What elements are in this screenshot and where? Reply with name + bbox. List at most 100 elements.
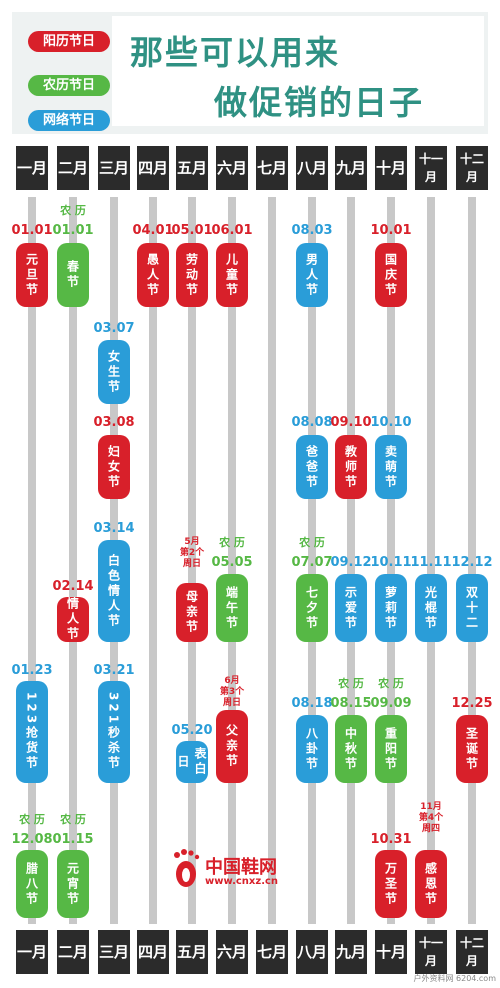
festival-pill-qianghuo: 123抢货节: [16, 681, 48, 783]
rail-month-10: [387, 197, 395, 924]
festival-date-laba: 12.08: [11, 832, 53, 847]
festival-pill-yuren: 愚人节: [137, 243, 169, 307]
top-month-6: 六月: [216, 146, 248, 190]
bottom-month-2: 二月: [57, 930, 89, 974]
festival-pill-laba: 腊八节: [16, 850, 48, 918]
rail-month-11: [427, 197, 435, 924]
festival-pill-wansheng: 万圣节: [375, 850, 407, 918]
top-month-9: 九月: [335, 146, 367, 190]
rail-month-1: [28, 197, 36, 924]
top-month-5: 五月: [176, 146, 208, 190]
festival-date-nanren: 08.03: [291, 223, 333, 238]
watermark-url: www.cnxz.cn: [205, 876, 279, 887]
bottom-month-1: 一月: [16, 930, 48, 974]
festival-date-shuang12: 12.12: [451, 555, 493, 570]
bottom-month-7: 七月: [256, 930, 288, 974]
top-month-8: 八月: [296, 146, 328, 190]
festival-pill-shiai: 示爱节: [335, 574, 367, 642]
bottom-month-10: 十月: [375, 930, 407, 974]
festival-pill-nanren: 男人节: [296, 243, 328, 307]
festival-date-qingren: 02.14: [52, 579, 94, 594]
festival-pill-biaobai: 表白日: [176, 741, 208, 783]
festival-date-qixi: 07.07: [291, 555, 333, 570]
legend-lunar: 农历节日: [28, 75, 110, 96]
festival-pill-luoli: 萝莉节: [375, 574, 407, 642]
lunar-label-chunjie: 农 历: [60, 204, 86, 217]
festival-date-ertong: 06.01: [211, 223, 253, 238]
lunar-label-zhongqiu: 农 历: [338, 677, 364, 690]
festival-date-maimeng: 10.10: [370, 415, 412, 430]
festival-date-qianghuo: 01.23: [11, 663, 53, 678]
festival-date-zhongqiu: 08.15: [330, 696, 372, 711]
festival-note-ganen: 11月 第4个 周四: [418, 802, 444, 834]
legend-solar: 阳历节日: [28, 31, 110, 52]
festival-pill-zhongqiu: 中秋节: [335, 715, 367, 783]
festival-date-bagua: 08.18: [291, 696, 333, 711]
festival-pill-shengdan: 圣诞节: [456, 715, 488, 783]
festival-pill-ertong: 儿童节: [216, 243, 248, 307]
month-header-bottom: 一月 二月 三月 四月 五月 六月 七月 八月 九月 十月 十一月 十二月: [0, 930, 500, 974]
bottom-month-4: 四月: [137, 930, 169, 974]
bottom-month-5: 五月: [176, 930, 208, 974]
festival-pill-guanggun: 光棍节: [415, 574, 447, 642]
festival-pill-maimeng: 卖萌节: [375, 435, 407, 499]
festival-date-yuanxiao: 01.15: [52, 832, 94, 847]
festival-date-baba: 08.08: [291, 415, 333, 430]
festival-date-jiaoshi: 09.10: [330, 415, 372, 430]
festival-pill-bagua: 八卦节: [296, 715, 328, 783]
lunar-label-qixi: 农 历: [299, 536, 325, 549]
festival-date-guoqing: 10.01: [370, 223, 412, 238]
festival-pill-duanwu: 端午节: [216, 574, 248, 642]
festival-pill-ganen: 感恩节: [415, 850, 447, 918]
festival-pill-baise: 白色情人节: [98, 540, 130, 642]
festival-pill-fuqin: 父亲节: [216, 710, 248, 783]
top-month-12: 十二月: [456, 146, 488, 190]
bottom-month-6: 六月: [216, 930, 248, 974]
rail-month-5: [188, 197, 196, 924]
festival-date-baise: 03.14: [93, 521, 135, 536]
top-month-1: 一月: [16, 146, 48, 190]
bottom-month-12: 十二月: [456, 930, 488, 974]
title-box: 那些可以用来 做促销的日子: [112, 16, 484, 126]
rail-month-9: [347, 197, 355, 924]
festival-date-laodong: 05.01: [171, 223, 213, 238]
rail-month-6: [228, 197, 236, 924]
festival-date-chunjie: 01.01: [52, 223, 94, 238]
festival-pill-baba: 爸爸节: [296, 435, 328, 499]
festival-pill-shuang12: 双十二: [456, 574, 488, 642]
festival-note-fuqin: 6月 第3个 周日: [219, 676, 245, 708]
festival-date-shiai: 09.12: [330, 555, 372, 570]
festival-date-biaobai: 05.20: [171, 723, 213, 738]
festival-note-muqin: 5月 第2个 周日: [179, 537, 205, 569]
title-line-1: 那些可以用来: [130, 33, 340, 72]
festival-pill-chunjie: 春节: [57, 243, 89, 307]
top-month-2: 二月: [57, 146, 89, 190]
top-month-3: 三月: [98, 146, 130, 190]
lunar-label-chongyang: 农 历: [378, 677, 404, 690]
rail-month-2: [69, 197, 77, 924]
legend-online: 网络节日: [28, 110, 110, 131]
festival-date-miaosha: 03.21: [93, 663, 135, 678]
watermark-name: 中国鞋网: [205, 857, 277, 878]
festival-date-nvsheng: 03.07: [93, 321, 135, 336]
festival-pill-funv: 妇女节: [98, 435, 130, 499]
festival-pill-yuanxiao: 元宵节: [57, 850, 89, 918]
festival-date-luoli: 10.11: [370, 555, 412, 570]
rail-month-7: [268, 197, 276, 924]
festival-date-chongyang: 09.09: [370, 696, 412, 711]
lunar-label-yuanxiao: 农 历: [60, 813, 86, 826]
festival-date-funv: 03.08: [93, 415, 135, 430]
festival-date-yuren: 04.01: [132, 223, 174, 238]
festival-date-wansheng: 10.31: [370, 832, 412, 847]
bottom-month-8: 八月: [296, 930, 328, 974]
festival-pill-miaosha: 321秒杀节: [98, 681, 130, 783]
top-month-11: 十一月: [415, 146, 447, 190]
top-month-7: 七月: [256, 146, 288, 190]
lunar-label-laba: 农 历: [19, 813, 45, 826]
rail-month-12: [468, 197, 476, 924]
festival-pill-qixi: 七夕节: [296, 574, 328, 642]
top-month-4: 四月: [137, 146, 169, 190]
festival-date-guanggun: 11.11: [410, 555, 452, 570]
festival-pill-nvsheng: 女生节: [98, 340, 130, 404]
festival-pill-chongyang: 重阳节: [375, 715, 407, 783]
